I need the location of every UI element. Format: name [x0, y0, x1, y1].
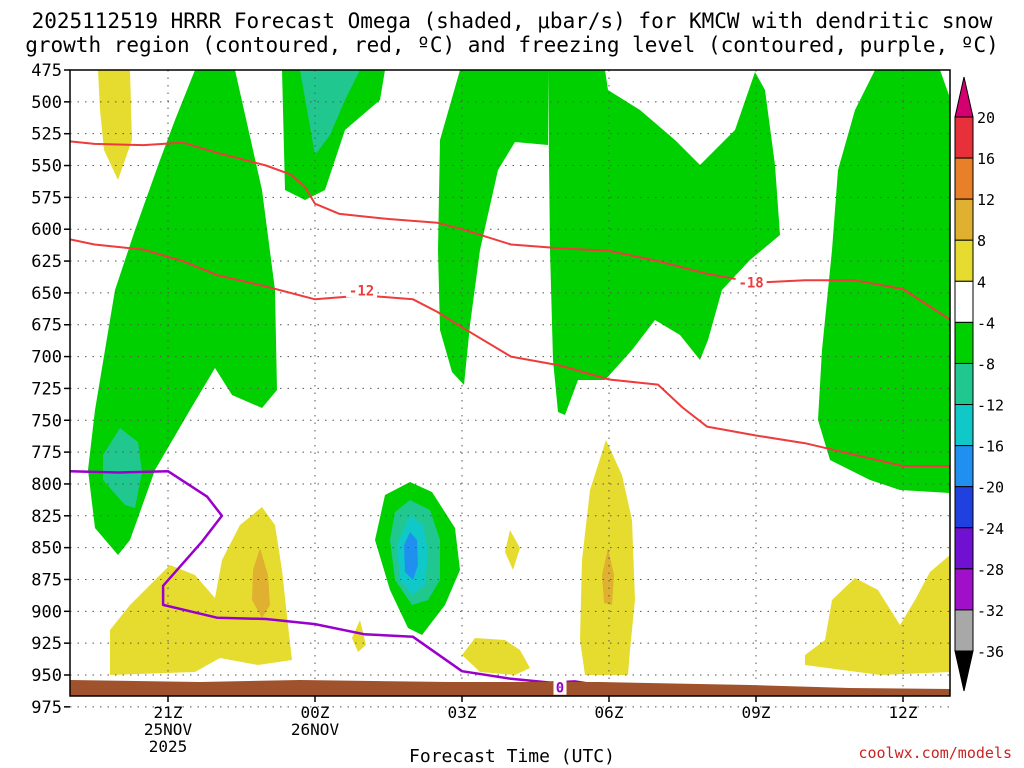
- x-tick-label: 12Z: [889, 703, 918, 722]
- colorbar-label: 12: [977, 191, 995, 209]
- colorbar-top-arrow: [954, 76, 974, 118]
- x-tick-label: 09Z: [742, 703, 771, 722]
- colorbar-label: 4: [977, 273, 986, 291]
- colorbar-box: [954, 157, 974, 200]
- contour-label-bg: [346, 282, 378, 298]
- colorbar-label: -24: [977, 520, 1004, 538]
- omega-area-green: [548, 70, 780, 415]
- colorbar-label: -8: [977, 355, 995, 373]
- site-credit: coolwx.com/models: [858, 744, 1012, 762]
- omega-area-yellow: [462, 638, 530, 675]
- colorbar-box: [954, 568, 974, 611]
- omega-area-yellow: [110, 507, 292, 675]
- y-tick-label: 625: [31, 252, 62, 272]
- y-tick-label: 800: [31, 475, 62, 495]
- colorbar-label: -36: [977, 643, 1004, 661]
- y-tick-label: 825: [31, 507, 62, 527]
- colorbar: 20 16 12 8 4 -4 -8 -12 -16 -20 -24 -28 -32 -36: [954, 76, 1004, 692]
- isotherm-line-upper: [70, 140, 950, 321]
- y-axis: 475 500 525 550 575 600 625 650 675 700 725 750 775 8…: [31, 61, 70, 718]
- colorbar-label: -20: [977, 479, 1004, 497]
- colorbar-label: -16: [977, 438, 1004, 456]
- y-tick-label: 525: [31, 125, 62, 145]
- colorbar-box: [954, 116, 974, 159]
- ground-surface: [70, 680, 950, 696]
- isotherm-line-lower: [70, 238, 950, 468]
- x-axis-title: Forecast Time (UTC): [409, 746, 615, 767]
- contour-label-bg: [553, 679, 567, 695]
- y-tick-label: 875: [31, 570, 62, 590]
- y-tick-label: 700: [31, 348, 62, 368]
- y-tick-label: 650: [31, 284, 62, 304]
- colorbar-box: [954, 527, 974, 570]
- colorbar-box: [954, 280, 974, 323]
- omega-area-yellow: [805, 555, 950, 675]
- y-tick-label: 725: [31, 379, 62, 399]
- chart-title-line2: growth region (contoured, red, ºC) and f…: [25, 33, 999, 57]
- colorbar-label: -32: [977, 602, 1004, 620]
- y-tick-label: 900: [31, 602, 62, 622]
- omega-area-green: [88, 70, 277, 555]
- colorbar-box: [954, 445, 974, 488]
- colorbar-label: -12: [977, 397, 1004, 415]
- omega-area-yellow: [98, 70, 132, 180]
- omega-area-green: [818, 70, 950, 493]
- omega-area-teal: [103, 428, 142, 508]
- x-tick-label: 06Z: [595, 703, 624, 722]
- omega-area-yellow: [352, 620, 366, 652]
- chart-title-line1: 2025112519 HRRR Forecast Omega (shaded, …: [31, 9, 993, 33]
- x-tick-label: 2025: [149, 737, 188, 756]
- y-tick-label: 575: [31, 188, 62, 208]
- omega-area-blue: [404, 532, 418, 580]
- y-tick-label: 950: [31, 666, 62, 686]
- y-tick-label: 775: [31, 443, 62, 463]
- x-tick-label: 00Z: [301, 703, 330, 722]
- omega-area-green: [438, 70, 548, 385]
- omega-area-teal: [300, 70, 360, 155]
- contour-label: -18: [738, 276, 763, 292]
- colorbar-label: 16: [977, 150, 995, 168]
- contour-label: -12: [349, 283, 374, 299]
- colorbar-box: [954, 404, 974, 447]
- y-tick-label: 600: [31, 220, 62, 240]
- y-tick-label: 850: [31, 539, 62, 559]
- colorbar-box: [954, 239, 974, 282]
- omega-area-yellow: [505, 530, 520, 570]
- y-tick-label: 750: [31, 411, 62, 431]
- y-tick-label: 675: [31, 316, 62, 336]
- y-tick-label: 925: [31, 634, 62, 654]
- colorbar-box: [954, 362, 974, 406]
- x-tick-label: 03Z: [448, 703, 477, 722]
- colorbar-bottom-arrow: [954, 650, 974, 692]
- colorbar-label: -28: [977, 561, 1004, 579]
- y-tick-label: 550: [31, 157, 62, 177]
- colorbar-box: [954, 321, 974, 364]
- x-tick-label: 25NOV: [144, 720, 193, 739]
- contour-label-bg: [735, 274, 767, 290]
- colorbar-box: [954, 198, 974, 241]
- y-tick-label: 975: [31, 698, 62, 718]
- freezing-level-line: [70, 469, 600, 687]
- contour-label: 0: [556, 681, 564, 697]
- omega-shading: [88, 70, 950, 675]
- x-tick-label: 21Z: [154, 703, 183, 722]
- colorbar-box: [954, 609, 974, 652]
- colorbar-label: 8: [977, 232, 986, 250]
- plot-frame: [69, 69, 951, 697]
- y-tick-label: 500: [31, 93, 62, 113]
- contour-value-labels: -12 -18 0: [346, 274, 767, 697]
- omega-area-yellow-core: [602, 548, 614, 605]
- omega-area-yellow-core: [252, 548, 270, 618]
- colorbar-label: 20: [977, 109, 995, 127]
- colorbar-label: -4: [977, 314, 995, 332]
- colorbar-box: [954, 486, 974, 529]
- x-tick-label: 26NOV: [291, 720, 340, 739]
- contour-lines: [70, 140, 950, 687]
- y-tick-label: 475: [31, 61, 62, 81]
